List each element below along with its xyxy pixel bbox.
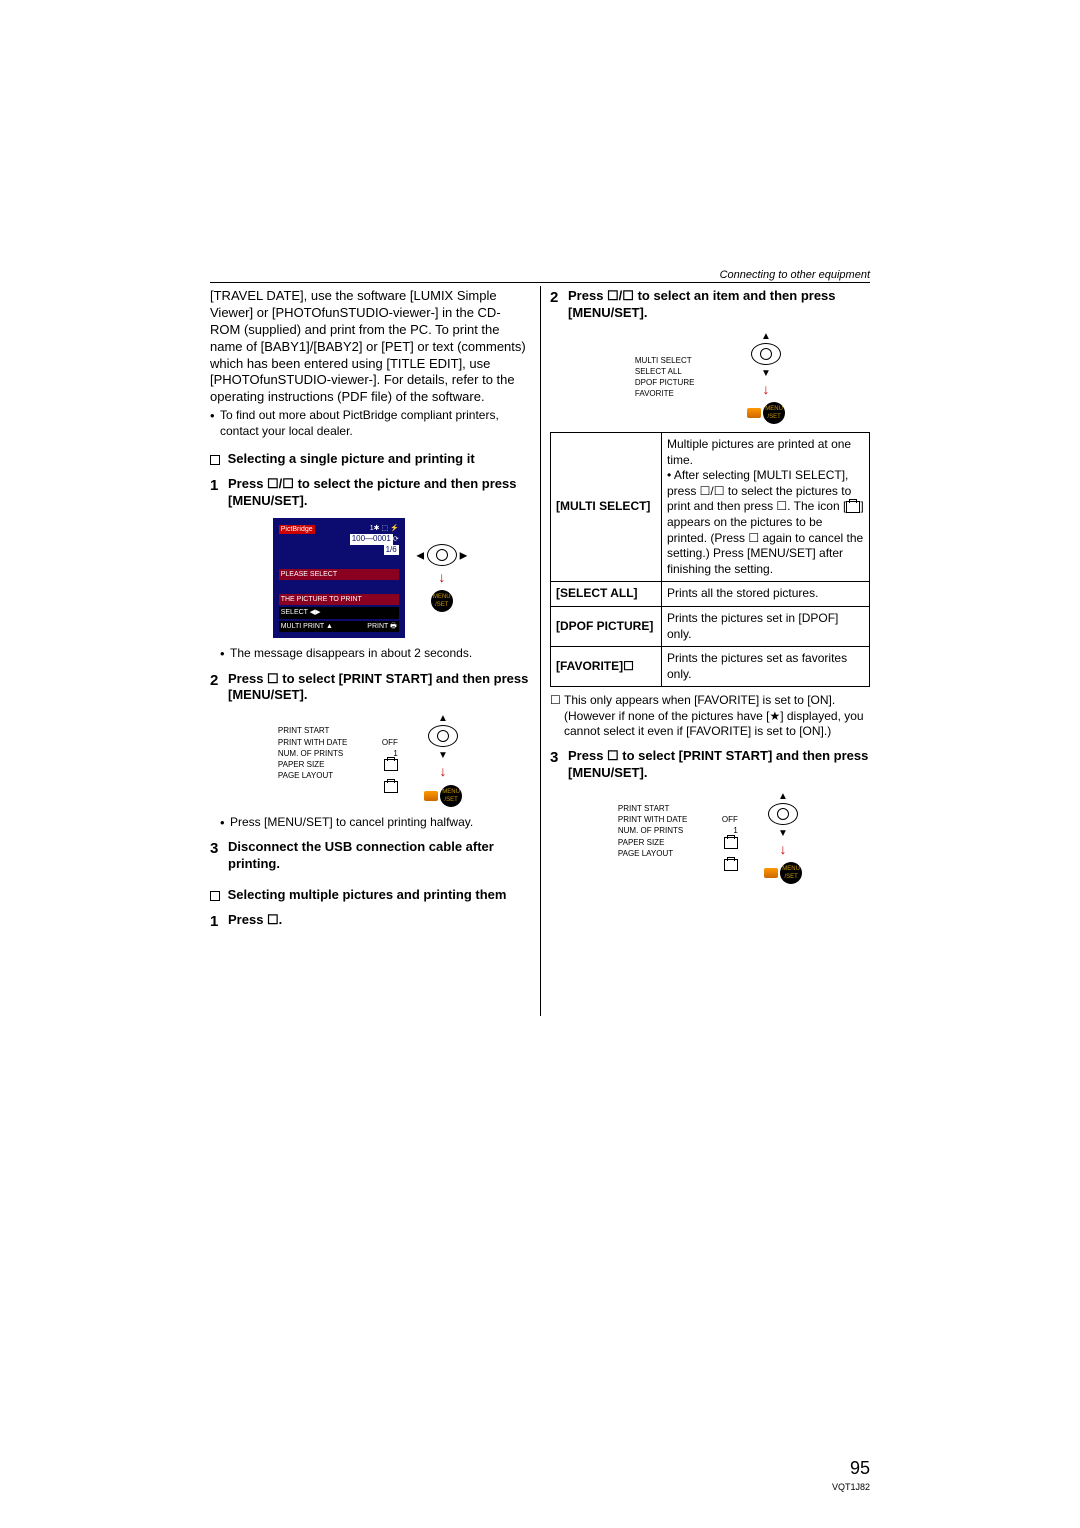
bullet-dot-icon: • — [220, 815, 230, 832]
subheading-multi: Selecting multiple pictures and printing… — [228, 887, 507, 902]
r-step2-text: Press ☐/☐ to select an item and then pre… — [568, 288, 870, 322]
step-number-3: 3 — [210, 839, 224, 873]
rpm-r5: PAGE LAYOUT — [618, 849, 673, 858]
pm-r2: PRINT WITH DATE — [278, 738, 347, 747]
rpm-r2v: OFF — [692, 814, 738, 825]
opt-select-all-desc: Prints all the stored pictures. — [662, 582, 870, 607]
step-number-2: 2 — [210, 671, 224, 705]
opt-dpof-desc: Prints the pictures set in [DPOF] only. — [662, 606, 870, 646]
note-disappears: The message disappears in about 2 second… — [230, 646, 472, 663]
sdcard-icon — [764, 868, 778, 878]
pm-r1: PRINT START — [278, 726, 330, 735]
intro-paragraph: [TRAVEL DATE], use the software [LUMIX S… — [210, 288, 530, 406]
step-number-r2: 2 — [550, 288, 564, 322]
lcd-counter: 1/6 — [384, 545, 399, 555]
page-number: 95 — [850, 1457, 870, 1480]
opt-multi-select-desc: Multiple pictures are printed at one tim… — [662, 432, 870, 581]
rpm-r1: PRINT START — [618, 804, 670, 813]
opt-favorite-desc: Prints the pictures set as favorites onl… — [662, 647, 870, 687]
step3-text: Disconnect the USB connection cable afte… — [228, 839, 530, 873]
print-menu-diagram-2: PRINT START PRINT WITH DATE OFF NUM. OF P… — [550, 790, 870, 884]
printer-icon — [724, 859, 738, 871]
lcd-msg1: PLEASE SELECT — [279, 569, 399, 580]
left-column: [TRAVEL DATE], use the software [LUMIX S… — [210, 288, 530, 936]
lcd-multiprint: MULTI PRINT ▲ — [281, 622, 333, 631]
menuset-button-icon: MENU/SET — [780, 862, 802, 884]
pm-r4: PAPER SIZE — [278, 760, 325, 769]
menuset-button-icon: MENU/SET — [763, 402, 785, 424]
footnote-marker: ☐ — [550, 693, 564, 740]
step1-text: Press ☐/☐ to select the picture and then… — [228, 476, 530, 510]
menuset-button-icon: MENU/SET — [440, 785, 462, 807]
header-rule — [210, 282, 870, 283]
step-number-r3: 3 — [550, 748, 564, 782]
star-icon: ★ — [769, 709, 780, 723]
pm-r3: NUM. OF PRINTS — [278, 749, 343, 758]
doc-code: VQT1J82 — [832, 1482, 870, 1494]
square-bullet-icon — [210, 455, 220, 465]
column-divider — [540, 286, 541, 1016]
item-menu-diagram: MULTI SELECT SELECT ALL DPOF PICTURE FAV… — [550, 330, 870, 424]
lcd-select: SELECT ◀▶ — [281, 608, 321, 617]
pm-r2v: OFF — [352, 737, 398, 748]
rpm-r4: PAPER SIZE — [618, 838, 665, 847]
manual-page: Connecting to other equipment [TRAVEL DA… — [0, 0, 1080, 1528]
opt-multi-select-label: [MULTI SELECT] — [551, 432, 662, 581]
printer-icon — [384, 781, 398, 793]
square-bullet-icon — [210, 891, 220, 901]
filenum: 100—0001 — [350, 534, 393, 544]
opt-favorite-label: [FAVORITE]☐ — [551, 647, 662, 687]
bullet-dot-icon: • — [220, 646, 230, 663]
navpad-1: ◀ ▶ ↓ MENU/SET — [416, 544, 467, 612]
options-table: [MULTI SELECT] Multiple pictures are pri… — [550, 432, 870, 687]
pictbridge-tag: PictBridge — [279, 525, 315, 534]
rpm-r2: PRINT WITH DATE — [618, 815, 687, 824]
bullet-dot-icon: • — [210, 408, 220, 439]
note-cancel: Press [MENU/SET] to cancel printing half… — [230, 815, 473, 832]
printer-icon — [384, 759, 398, 771]
navpad-r1: ▲ ▼ ↓ MENU/SET — [747, 330, 785, 424]
step-number-1: 1 — [210, 476, 224, 510]
navpad-r2: ▲ ▼ ↓ MENU/SET — [764, 790, 802, 884]
rpm-r3: NUM. OF PRINTS — [618, 826, 683, 835]
ms-bul: After selecting [MULTI SELECT], press ☐/… — [667, 468, 851, 513]
menuset-button-icon: MENU/SET — [431, 590, 453, 612]
step-number-m1: 1 — [210, 912, 224, 932]
r-step3-text: Press ☐ to select [PRINT START] and then… — [568, 748, 870, 782]
sdcard-icon — [424, 791, 438, 801]
lcd-diagram-1: PictBridge 1✱ ⬚ ⚡ 100—0001⟳ 1/6 PLEASE S… — [210, 518, 530, 638]
opt-select-all-label: [SELECT ALL] — [551, 582, 662, 607]
im-r1: MULTI SELECT — [635, 355, 721, 366]
opt-dpof-label: [DPOF PICTURE] — [551, 606, 662, 646]
favorite-footnote: ☐ This only appears when [FAVORITE] is s… — [550, 693, 870, 740]
pm-r5: PAGE LAYOUT — [278, 771, 333, 780]
sdcard-icon — [747, 408, 761, 418]
bullet-pictbridge: To find out more about PictBridge compli… — [220, 408, 530, 439]
im-r3: DPOF PICTURE — [635, 377, 721, 388]
navpad-2: ▲ ▼ ↓ MENU/SET — [424, 712, 462, 806]
step2-text: Press ☐ to select [PRINT START] and then… — [228, 671, 530, 705]
printer-icon — [724, 837, 738, 849]
ms-pre: Multiple pictures are printed at one tim… — [667, 437, 851, 467]
subheading-single: Selecting a single picture and printing … — [228, 451, 475, 466]
right-column: 2 Press ☐/☐ to select an item and then p… — [546, 288, 870, 936]
print-menu-diagram-1: PRINT START PRINT WITH DATE OFF NUM. OF P… — [210, 712, 530, 806]
print-mark-icon — [846, 501, 860, 513]
im-r2: SELECT ALL — [635, 366, 721, 377]
step-m1-text: Press ☐. — [228, 912, 530, 932]
lcd-print: PRINT — [367, 623, 388, 630]
section-header: Connecting to other equipment — [720, 268, 870, 282]
lcd-msg2: THE PICTURE TO PRINT — [279, 594, 399, 605]
lcd-screen: PictBridge 1✱ ⬚ ⚡ 100—0001⟳ 1/6 PLEASE S… — [273, 518, 405, 638]
im-r4: FAVORITE — [635, 388, 721, 399]
